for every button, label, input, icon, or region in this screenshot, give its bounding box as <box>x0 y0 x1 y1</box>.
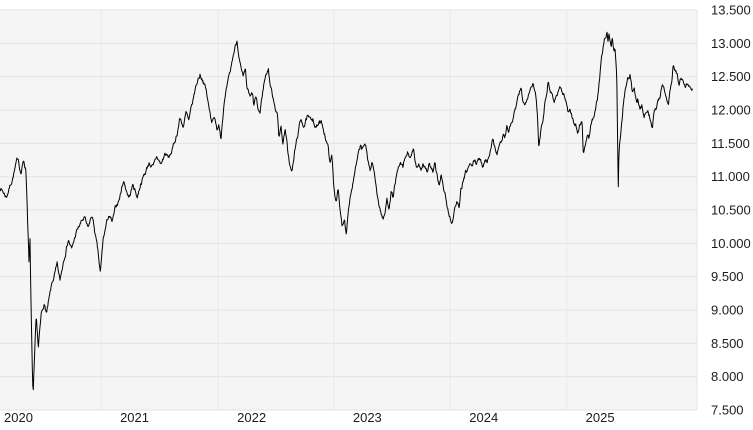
x-axis-label: 2024 <box>469 410 498 425</box>
y-axis-label: 10.500 <box>711 203 751 218</box>
y-axis-label: 7.500 <box>711 403 744 418</box>
x-axis-label: 2020 <box>4 410 33 425</box>
y-axis-label: 12.000 <box>711 103 751 118</box>
y-axis-label: 13.500 <box>711 3 751 18</box>
y-axis-label: 13.000 <box>711 36 751 51</box>
y-axis-label: 11.500 <box>711 136 750 151</box>
x-axis-label: 2021 <box>120 410 149 425</box>
x-axis-label: 2025 <box>586 410 615 425</box>
price-line <box>0 31 694 391</box>
y-axis-label: 11.000 <box>711 169 750 184</box>
y-axis-label: 10.000 <box>711 236 751 251</box>
x-axis-label: 2023 <box>353 410 382 425</box>
y-axis-label: 9.000 <box>711 303 744 318</box>
y-axis-label: 9.500 <box>711 269 744 284</box>
x-axis-label: 2022 <box>237 410 266 425</box>
y-axis-label: 8.500 <box>711 336 744 351</box>
y-axis-label: 8.000 <box>711 369 744 384</box>
y-axis-label: 12.500 <box>711 69 751 84</box>
